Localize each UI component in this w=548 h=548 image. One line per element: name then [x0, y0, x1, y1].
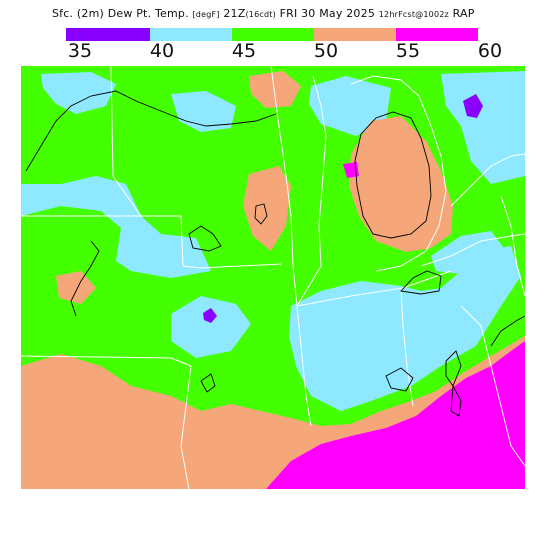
legend-tick-35: 35	[67, 40, 93, 62]
dewpoint-map	[21, 66, 525, 489]
region-40-45-east-lakes	[431, 231, 506, 274]
title-forecast: 12hrFcst@1002z	[378, 10, 449, 19]
region-35-40-central	[203, 308, 217, 323]
map-title: Sfc. (2m) Dew Pt. Temp. [degF] 21Z(16cdt…	[52, 7, 475, 21]
region-55-60-southeast	[266, 341, 525, 489]
region-40-45-central	[289, 246, 521, 411]
legend-tick-60: 60	[477, 40, 503, 62]
legend-bin-35-40	[66, 28, 150, 41]
legend-tick-45: 45	[231, 40, 257, 62]
state-borders	[21, 66, 525, 489]
region-40-45-upper-michigan	[309, 76, 391, 136]
contour-lines	[25, 90, 525, 417]
title-date: FRI 30 May 2025	[279, 7, 376, 20]
color-legend	[66, 28, 478, 41]
title-units: [degF]	[192, 10, 220, 19]
region-40-45-west-band	[21, 176, 211, 278]
legend-bin-45-50	[232, 28, 314, 41]
region-35-40-east	[463, 94, 483, 118]
legend-ticks: 35 40 45 50 55 60	[0, 40, 548, 66]
title-field: Sfc. (2m) Dew Pt. Temp.	[52, 7, 189, 20]
region-50-55-north-spot	[249, 71, 301, 108]
title-model: RAP	[452, 7, 475, 20]
title-local-time: (16cdt)	[245, 10, 276, 19]
legend-tick-50: 50	[313, 40, 339, 62]
legend-bin-55-60	[396, 28, 478, 41]
legend-tick-40: 40	[149, 40, 175, 62]
region-50-55-west-spot	[56, 271, 96, 304]
region-50-55-illinois-north	[243, 166, 291, 251]
legend-bin-40-45	[150, 28, 232, 41]
title-valid-time: 21Z	[223, 7, 246, 20]
legend-bin-50-55	[314, 28, 396, 41]
legend-tick-55: 55	[395, 40, 421, 62]
region-40-45-north-east	[441, 71, 525, 184]
region-40-45-northwest	[41, 72, 116, 114]
region-40-45-southwest	[171, 296, 251, 358]
